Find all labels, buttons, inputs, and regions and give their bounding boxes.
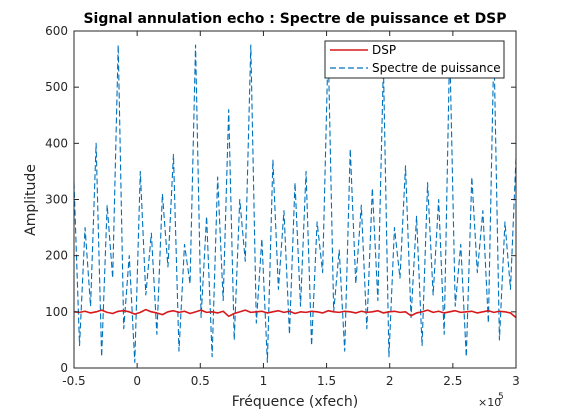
y-tick-label: 500	[45, 80, 68, 94]
y-tick-label: 400	[45, 136, 68, 150]
legend: DSP Spectre de puissance	[324, 40, 505, 79]
chart-title: Signal annulation echo : Spectre de puis…	[83, 11, 506, 27]
x-tick-label: -0.5	[62, 374, 85, 388]
y-tick-label: 300	[45, 193, 68, 207]
series-layer	[73, 44, 517, 363]
x-tick-label: 3	[512, 374, 520, 388]
plot-area	[73, 30, 517, 369]
x-tick-label: 0.5	[191, 374, 210, 388]
legend-box	[324, 40, 505, 79]
x-axis-exponent-base: ×10	[478, 396, 501, 409]
x-tick-label: 2	[386, 374, 394, 388]
series-line-spectre	[73, 44, 517, 363]
y-axis-ticks: 0 100 200 300 400 500 600	[45, 24, 516, 375]
legend-label-spectre: Spectre de puissance	[372, 61, 501, 75]
y-tick-label: 200	[45, 249, 68, 263]
x-axis-ticks: -0.5 0 0.5 1 1.5 2 2.5 3	[62, 31, 520, 388]
y-axis-label: Amplitude	[23, 164, 39, 236]
x-axis-exponent: 5	[498, 392, 504, 402]
legend-label-dsp: DSP	[372, 43, 396, 57]
x-tick-label: 2.5	[443, 374, 462, 388]
series-line-dsp	[73, 308, 517, 319]
x-tick-label: 0	[133, 374, 141, 388]
y-tick-label: 600	[45, 24, 68, 38]
x-axis-label: Fréquence (xfech)	[232, 394, 358, 410]
x-tick-label: 1	[260, 374, 268, 388]
y-tick-label: 100	[45, 305, 68, 319]
plot-background	[74, 31, 516, 368]
y-tick-label: 0	[60, 361, 68, 375]
x-tick-label: 1.5	[317, 374, 336, 388]
